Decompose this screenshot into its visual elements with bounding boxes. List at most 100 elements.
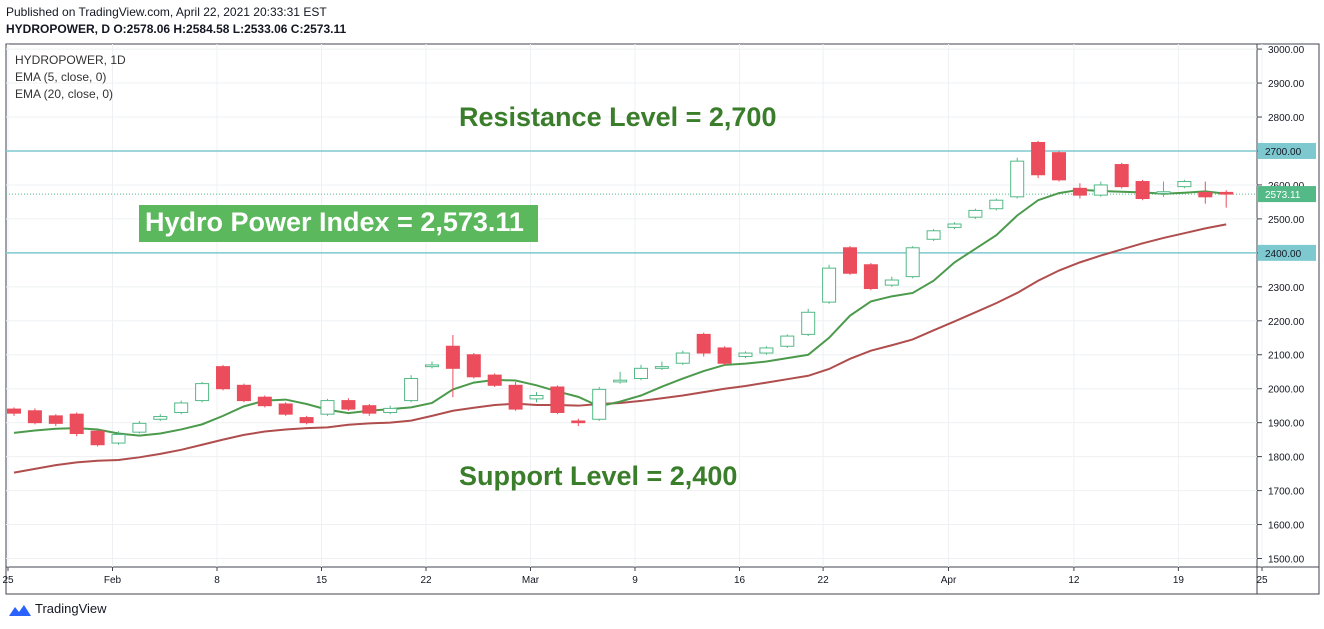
candle <box>153 414 168 421</box>
x-tick-label: Mar <box>522 575 540 586</box>
x-tick-label: 22 <box>818 575 830 586</box>
ema20-line <box>13 223 1227 474</box>
legend-ema20[interactable]: EMA (20, close, 0) <box>15 87 114 101</box>
candle-body <box>571 420 586 424</box>
ema5-line <box>13 188 1227 437</box>
candle <box>236 383 251 403</box>
candle <box>717 346 732 365</box>
y-tick-label: 2800.00 <box>1268 113 1305 124</box>
x-tick-label: Feb <box>104 575 122 586</box>
candle <box>1135 179 1150 201</box>
candle-body <box>383 407 398 413</box>
candle-body <box>174 402 189 413</box>
candle <box>675 350 690 365</box>
candle <box>69 412 84 437</box>
candle <box>487 373 502 388</box>
candle <box>843 246 857 275</box>
y-tick-label: 2000.00 <box>1268 385 1305 396</box>
candle-body <box>341 400 356 410</box>
tradingview-logo-icon <box>9 604 31 616</box>
candle <box>780 334 795 348</box>
ohlc-header: HYDROPOWER, D O:2578.06 H:2584.58 L:2533… <box>6 22 347 36</box>
candle <box>529 392 544 403</box>
horizontal-levels <box>6 150 1257 254</box>
candle <box>1156 181 1171 197</box>
candle-body <box>759 347 774 354</box>
candle-body <box>132 422 147 433</box>
candle-body <box>1072 187 1087 196</box>
legend-symbol[interactable]: HYDROPOWER, 1D <box>15 53 126 67</box>
candle <box>1219 190 1234 208</box>
candle-body <box>717 347 732 364</box>
plot-border <box>5 43 1320 595</box>
price-axis[interactable]: 1500.00 1600.00 1700.00 1800.00 1900.00 2000.… <box>1257 45 1305 566</box>
support-annotation: Support Level = 2,400 <box>459 461 738 491</box>
tradingview-brand[interactable]: TradingView <box>8 601 107 617</box>
x-tick-label: 25 <box>2 575 14 586</box>
candle-body <box>905 247 920 278</box>
candle <box>1072 183 1087 199</box>
y-tick-label: 2200.00 <box>1268 317 1305 328</box>
candle <box>90 429 105 447</box>
candles[interactable] <box>7 140 1234 447</box>
candle <box>1114 162 1129 189</box>
candle <box>508 381 523 411</box>
candle-body <box>550 386 565 413</box>
candle <box>863 263 878 291</box>
candle <box>634 364 648 381</box>
candle-body <box>1031 141 1046 176</box>
candle-body <box>675 352 690 364</box>
candle-body <box>195 383 210 402</box>
candle-body <box>884 279 899 286</box>
x-tick-label: 9 <box>632 575 638 586</box>
legend-ema5[interactable]: EMA (5, close, 0) <box>15 70 107 84</box>
candle <box>1031 140 1046 179</box>
candle-body <box>320 400 335 415</box>
x-tick-label: Apr <box>941 575 957 586</box>
candle-body <box>529 394 544 400</box>
candle <box>801 308 816 337</box>
candle-body <box>278 403 293 415</box>
candle-body <box>634 367 648 380</box>
candle-body <box>1010 160 1025 198</box>
index-annotation: Hydro Power Index = 2,573.11 <box>139 205 538 242</box>
candle <box>7 407 21 416</box>
y-tick-label: 2300.00 <box>1268 283 1305 294</box>
candle <box>383 405 398 415</box>
level-tag-label: 2700.00 <box>1265 147 1302 158</box>
candle <box>48 414 63 427</box>
candle-body <box>863 264 878 290</box>
candle-body <box>592 388 607 420</box>
grid <box>6 44 1263 567</box>
candle-body <box>111 434 126 444</box>
x-tick-label: 22 <box>420 575 432 586</box>
y-tick-label: 1800.00 <box>1268 453 1305 464</box>
candle <box>1177 179 1192 189</box>
candle <box>132 420 147 434</box>
candle-body <box>69 413 84 435</box>
candle-body <box>425 364 439 368</box>
candle <box>320 398 335 416</box>
candle-body <box>696 333 711 354</box>
candle-body <box>27 410 42 424</box>
candle-body <box>1198 191 1213 198</box>
y-tick-label: 1700.00 <box>1268 487 1305 498</box>
candle <box>926 229 941 241</box>
candle-body <box>947 223 962 228</box>
resistance-annotation: Resistance Level = 2,700 <box>459 102 777 132</box>
candle <box>654 361 669 371</box>
candle <box>905 246 920 279</box>
time-axis[interactable]: 25 Feb 8 15 22 Mar 9 16 22 Apr 12 19 25 <box>2 567 1268 586</box>
candle <box>989 198 1004 211</box>
candle-body <box>7 408 21 414</box>
candle-body <box>404 378 419 402</box>
candle <box>195 381 210 403</box>
candle-body <box>801 311 816 335</box>
y-tick-label: 1500.00 <box>1268 555 1305 566</box>
y-tick-label: 3000.00 <box>1268 45 1305 56</box>
candle-body <box>487 374 502 386</box>
x-tick-label: 12 <box>1068 575 1080 586</box>
candle <box>341 398 356 411</box>
candle <box>27 408 42 425</box>
